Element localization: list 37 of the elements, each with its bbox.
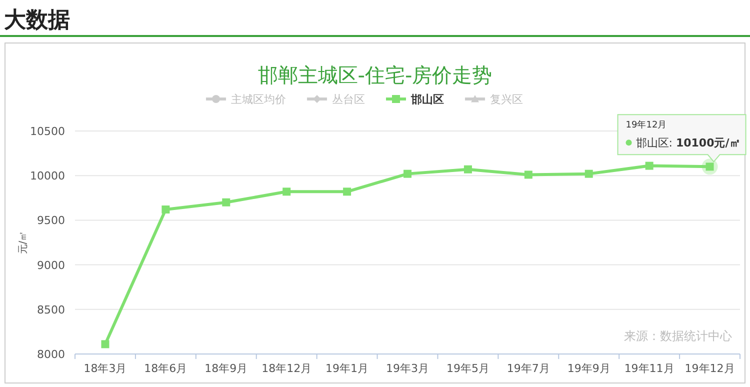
- text: 大数据: [4, 8, 70, 33]
- annotation: 来源：数据统计中心: [624, 329, 732, 343]
- point: [343, 188, 352, 196]
- point: [282, 188, 291, 196]
- tooltip: 19年12月 邯山区: 10100元/㎡: [617, 114, 746, 175]
- annotation: 邯山区: 10100元/㎡: [636, 136, 740, 150]
- point: [584, 170, 593, 178]
- x-tick-label: 19年1月: [326, 362, 369, 375]
- y-tick-label: 8500: [37, 303, 65, 316]
- point: [524, 170, 532, 179]
- x-tick-label: 18年6月: [144, 362, 188, 375]
- x-tick-label: 18年3月: [84, 362, 127, 375]
- point: [645, 162, 654, 170]
- legend-label: 主城区均价: [231, 93, 286, 106]
- y-tick-label: 9000: [37, 258, 65, 272]
- x-tick-label: 19年3月: [386, 362, 429, 375]
- x-tick-label: 19年11月: [624, 362, 674, 375]
- point: [222, 198, 230, 206]
- y-tick-label: 9500: [37, 214, 65, 228]
- x-tick-label: 19年5月: [446, 362, 490, 375]
- point: [101, 340, 110, 348]
- x-tick-label: 19年12月: [684, 362, 735, 375]
- x-tick-label: 19年7月: [506, 362, 550, 375]
- y-tick-label: 10000: [30, 170, 65, 183]
- legend-label: 丛台区: [332, 93, 365, 106]
- x-tick-label: 18年9月: [204, 362, 248, 375]
- y-tick-label: 10500: [30, 125, 65, 138]
- legend-label: 复兴区: [490, 93, 523, 106]
- y-axis-title: 元/㎡: [18, 230, 29, 254]
- chart-title: 邯郸主城区-住宅-房价走势: [258, 63, 492, 87]
- point: [404, 170, 412, 178]
- x-tick-label: 18年12月: [262, 362, 312, 375]
- y-tick-label: 8000: [37, 348, 65, 361]
- legend-label: 邯山区: [410, 93, 444, 106]
- point: [162, 205, 170, 214]
- x-tick-label: 19年9月: [567, 362, 610, 375]
- point: [464, 165, 472, 174]
